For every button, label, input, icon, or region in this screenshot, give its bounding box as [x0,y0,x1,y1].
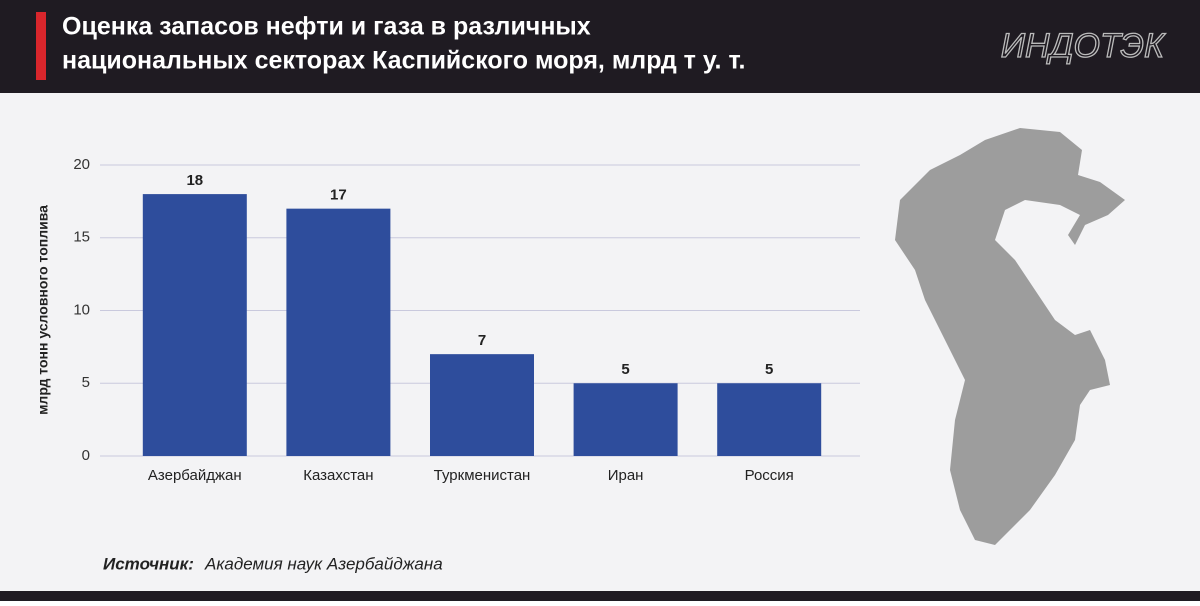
bar [573,383,678,456]
y-tick-label: 0 [82,447,90,464]
value-label: 7 [478,332,486,349]
header-band [0,0,1200,93]
source-text: Академия наук Азербайджана [204,554,443,573]
bar [717,383,822,456]
x-tick-label: Азербайджан [148,467,242,484]
x-tick-label: Туркменистан [434,467,531,484]
footer-band [0,591,1200,601]
title-line: национальных секторах Каспийского моря, … [62,47,745,75]
x-tick-label: Россия [745,467,794,484]
value-label: 18 [186,172,203,189]
y-tick-label: 5 [82,374,90,391]
x-tick-label: Казахстан [303,467,373,484]
x-tick-label: Иран [608,467,644,484]
value-label: 17 [330,187,347,204]
value-label: 5 [765,361,773,378]
value-label: 5 [621,361,629,378]
source-label: Источник: [103,554,194,573]
logo: ИНДОТЭК [1001,27,1166,65]
bar [286,208,391,456]
bar [430,354,534,456]
y-axis-label: млрд тонн условного топлива [35,205,51,415]
y-tick-label: 10 [73,301,90,318]
title-line: Оценка запасов нефти и газа в различных [62,13,591,41]
y-tick-label: 20 [73,156,90,173]
accent [36,12,46,80]
y-tick-label: 15 [73,229,90,246]
map [895,128,1125,545]
bar [142,194,247,456]
